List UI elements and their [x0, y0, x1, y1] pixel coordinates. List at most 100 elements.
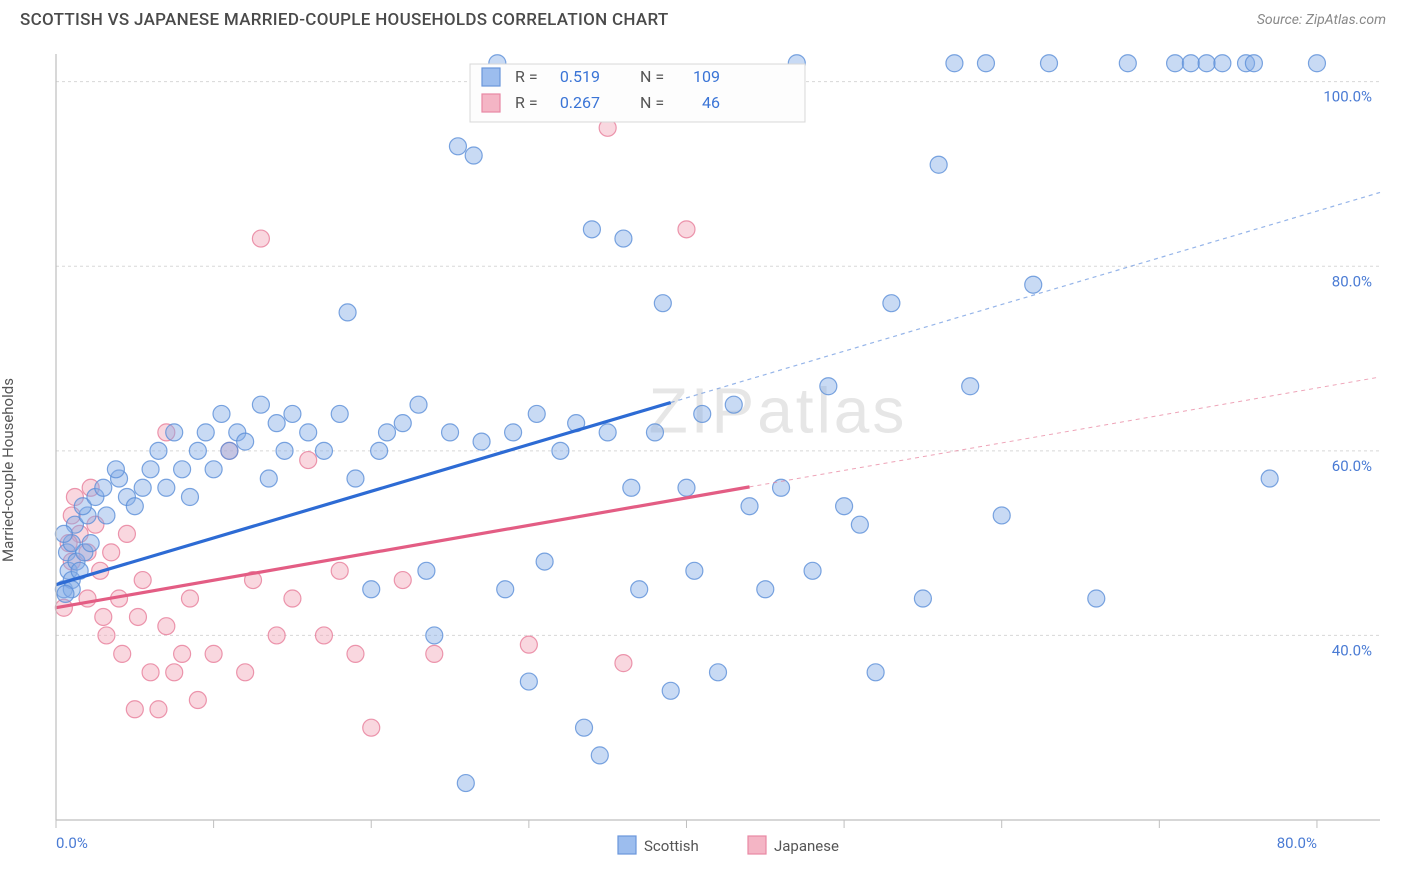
data-point-scottish [418, 562, 435, 579]
data-point-scottish [773, 479, 790, 496]
data-point-japanese [103, 544, 120, 561]
data-point-japanese [142, 664, 159, 681]
data-point-scottish [442, 424, 459, 441]
data-point-scottish [804, 562, 821, 579]
data-point-scottish [284, 405, 301, 422]
data-point-scottish [883, 295, 900, 312]
scatter-chart: 40.0%60.0%80.0%100.0%ZIPatlas0.0%80.0%R … [0, 36, 1406, 886]
svg-text:0.519: 0.519 [560, 67, 600, 86]
data-point-japanese [615, 655, 632, 672]
data-point-scottish [166, 424, 183, 441]
chart-source: Source: ZipAtlas.com [1257, 12, 1386, 28]
chart-area: Married-couple Households 40.0%60.0%80.0… [0, 36, 1406, 886]
svg-text:ZIPatlas: ZIPatlas [649, 374, 908, 446]
data-point-scottish [339, 304, 356, 321]
data-point-scottish [662, 682, 679, 699]
data-point-japanese [174, 645, 191, 662]
data-point-scottish [623, 479, 640, 496]
data-point-scottish [426, 627, 443, 644]
data-point-japanese [331, 562, 348, 579]
data-point-scottish [189, 442, 206, 459]
data-point-scottish [962, 378, 979, 395]
data-point-scottish [1088, 590, 1105, 607]
data-point-scottish [851, 516, 868, 533]
data-point-scottish [914, 590, 931, 607]
data-point-japanese [166, 664, 183, 681]
svg-text:40.0%: 40.0% [1332, 641, 1372, 659]
data-point-scottish [347, 470, 364, 487]
data-point-japanese [118, 525, 135, 542]
data-point-scottish [576, 719, 593, 736]
data-point-scottish [237, 433, 254, 450]
data-point-scottish [213, 405, 230, 422]
data-point-japanese [252, 230, 269, 247]
data-point-scottish [615, 230, 632, 247]
data-point-japanese [158, 618, 175, 635]
data-point-japanese [95, 608, 112, 625]
data-point-scottish [1041, 55, 1058, 72]
data-point-scottish [394, 415, 411, 432]
data-point-scottish [465, 147, 482, 164]
data-point-scottish [1214, 55, 1231, 72]
data-point-japanese [129, 608, 146, 625]
data-point-scottish [552, 442, 569, 459]
data-point-scottish [126, 498, 143, 515]
data-point-scottish [536, 553, 553, 570]
data-point-japanese [134, 572, 151, 589]
data-point-scottish [1245, 55, 1262, 72]
legend-label: Scottish [644, 837, 699, 855]
data-point-japanese [205, 645, 222, 662]
data-point-scottish [181, 488, 198, 505]
data-point-scottish [82, 535, 99, 552]
data-point-scottish [55, 525, 72, 542]
svg-text:60.0%: 60.0% [1332, 457, 1372, 475]
svg-text:109: 109 [693, 67, 720, 86]
data-point-scottish [1198, 55, 1215, 72]
data-point-japanese [126, 701, 143, 718]
data-point-scottish [993, 507, 1010, 524]
data-point-scottish [95, 479, 112, 496]
data-point-scottish [497, 581, 514, 598]
trend-line-extrapolated [671, 192, 1380, 402]
svg-text:80.0%: 80.0% [1332, 272, 1372, 290]
data-point-scottish [686, 562, 703, 579]
data-point-japanese [268, 627, 285, 644]
data-point-scottish [820, 378, 837, 395]
data-point-scottish [694, 405, 711, 422]
data-point-scottish [371, 442, 388, 459]
data-point-scottish [142, 461, 159, 478]
data-point-scottish [150, 442, 167, 459]
data-point-japanese [347, 645, 364, 662]
data-point-scottish [583, 221, 600, 238]
data-point-japanese [284, 590, 301, 607]
svg-text:0.267: 0.267 [560, 93, 600, 112]
data-point-scottish [134, 479, 151, 496]
data-point-japanese [181, 590, 198, 607]
data-point-scottish [757, 581, 774, 598]
data-point-scottish [315, 442, 332, 459]
data-point-scottish [654, 295, 671, 312]
data-point-japanese [520, 636, 537, 653]
data-point-japanese [114, 645, 131, 662]
data-point-japanese [315, 627, 332, 644]
data-point-japanese [98, 627, 115, 644]
data-point-scottish [473, 433, 490, 450]
data-point-japanese [363, 719, 380, 736]
data-point-scottish [710, 664, 727, 681]
svg-text:80.0%: 80.0% [1277, 834, 1317, 852]
data-point-scottish [268, 415, 285, 432]
data-point-scottish [449, 138, 466, 155]
svg-text:R =: R = [515, 67, 538, 86]
data-point-scottish [107, 461, 124, 478]
data-point-scottish [1261, 470, 1278, 487]
data-point-scottish [300, 424, 317, 441]
svg-text:N =: N = [640, 67, 664, 86]
data-point-scottish [867, 664, 884, 681]
data-point-scottish [1025, 276, 1042, 293]
data-point-scottish [1308, 55, 1325, 72]
data-point-scottish [363, 581, 380, 598]
data-point-scottish [646, 424, 663, 441]
data-point-scottish [725, 396, 742, 413]
data-point-scottish [276, 442, 293, 459]
data-point-scottish [205, 461, 222, 478]
